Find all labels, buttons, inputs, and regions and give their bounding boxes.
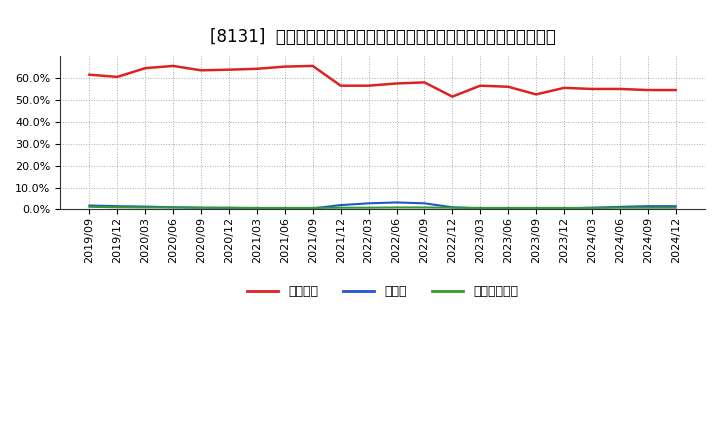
Legend: 自己資本, のれん, 繰延税金資産: 自己資本, のれん, 繰延税金資産 [242,280,523,303]
Title: [8131]  自己資本、のれん、繰延税金資産の総資産に対する比率の推移: [8131] 自己資本、のれん、繰延税金資産の総資産に対する比率の推移 [210,28,556,46]
